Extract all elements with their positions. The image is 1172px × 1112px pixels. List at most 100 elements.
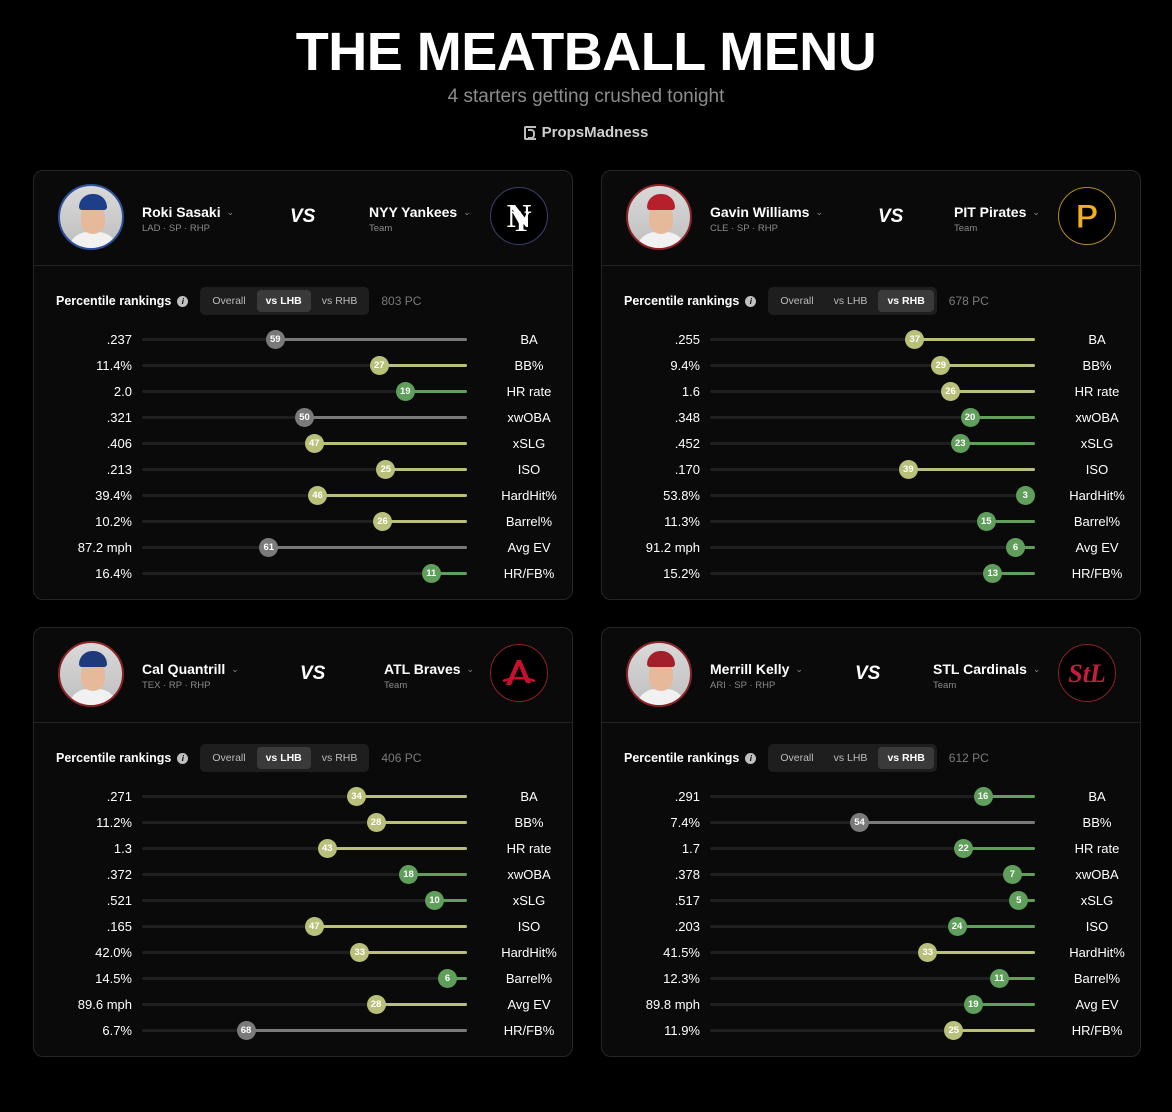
tab-vs-lhb[interactable]: vs LHB <box>256 747 311 769</box>
percentile-section: Percentile rankings i Overall vs LHB vs RH… <box>34 744 572 1044</box>
propsmadness-logo-icon <box>523 125 536 140</box>
percentile-knob: 11 <box>989 969 1009 988</box>
chevron-down-icon: ⌄ <box>226 206 235 217</box>
percentile-knob: 28 <box>366 813 386 832</box>
percentile-fill <box>359 951 467 954</box>
percentile-knob: 33 <box>350 943 370 962</box>
team-selector[interactable]: NYY Yankees ⌄ <box>369 204 471 220</box>
percentile-fill <box>268 546 467 549</box>
avatar <box>626 641 692 707</box>
pitcher-selector[interactable]: Gavin Williams ⌄ <box>710 204 823 220</box>
percentile-track: 22 <box>710 839 1035 858</box>
stat-label: xSLG <box>1080 893 1114 908</box>
chevron-down-icon: ⌄ <box>466 663 475 674</box>
info-icon[interactable]: i <box>745 295 757 307</box>
percentile-track: 3 <box>710 486 1035 505</box>
matchup-header: Cal Quantrill ⌄ TEX · RP · RHP VS ATL Br… <box>34 628 572 723</box>
info-icon[interactable]: i <box>745 752 757 764</box>
tab-overall[interactable]: Overall <box>212 752 246 764</box>
tab-overall[interactable]: Overall <box>212 295 246 307</box>
team-selector[interactable]: ATL Braves ⌄ <box>384 661 474 677</box>
percentile-knob: 10 <box>425 891 444 910</box>
tab-vs-rhb[interactable]: vs RHB <box>878 747 934 769</box>
stat-label: HardHit% <box>1069 945 1125 960</box>
pitcher-selector[interactable]: Cal Quantrill ⌄ <box>142 661 239 677</box>
tab-overall[interactable]: Overall <box>780 752 814 764</box>
stat-label: HR/FB% <box>1071 1023 1123 1038</box>
stat-label: xSLG <box>1080 436 1114 451</box>
tab-overall[interactable]: Overall <box>780 295 814 307</box>
pitch-count: 612 PC <box>948 751 989 765</box>
tab-vs-lhb[interactable]: vs LHB <box>256 290 311 312</box>
percentile-fill <box>376 821 467 824</box>
percentile-track: 13 <box>710 564 1035 583</box>
stat-label: HR/FB% <box>503 566 555 581</box>
stat-label: HR rate <box>506 841 552 856</box>
percentile-section: Percentile rankings i Overall vs LHB vs RH… <box>602 287 1140 587</box>
pitcher-selector[interactable]: Roki Sasaki ⌄ <box>142 204 234 220</box>
stat-row: .517 5 xSLG <box>624 888 1118 914</box>
tab-vs-rhb[interactable]: vs RHB <box>878 290 934 312</box>
matchup-header: Gavin Williams ⌄ CLE · SP · RHP VS PIT P… <box>602 171 1140 266</box>
stat-label: Avg EV <box>1075 540 1119 555</box>
percentile-fill <box>859 821 1035 824</box>
stat-value: 89.6 mph <box>77 997 132 1012</box>
percentile-knob: 19 <box>395 382 415 401</box>
pitcher-selector[interactable]: Merrill Kelly ⌄ <box>710 661 803 677</box>
percentile-knob: 11 <box>421 564 441 583</box>
chevron-down-icon: ⌄ <box>795 663 803 674</box>
percentile-track: 5 <box>710 891 1035 910</box>
stat-row: 41.5% 33 HardHit% <box>624 940 1125 966</box>
svg-text:P: P <box>1076 198 1099 236</box>
stat-label: xSLG <box>512 893 546 908</box>
stat-label: Barrel% <box>505 514 553 529</box>
percentile-knob: 6 <box>438 969 457 988</box>
stat-label: BB% <box>514 815 544 830</box>
stat-label: xwOBA <box>1075 410 1119 425</box>
stat-list: .255 37 BA 9.4% 29 BB% 1.6 26 <box>624 327 1125 587</box>
stat-value: 11.3% <box>664 514 700 529</box>
percentile-knob: 68 <box>236 1021 256 1040</box>
page-header: THE MEATBALL MENU 4 starters getting cru… <box>0 0 1172 141</box>
stat-value: .521 <box>106 893 132 908</box>
stat-value: 1.6 <box>681 384 700 399</box>
team-selector[interactable]: STL Cardinals ⌄ <box>933 661 1040 677</box>
stat-row: 6.7% 68 HR/FB% <box>56 1018 554 1044</box>
vs-label: VS <box>300 663 326 684</box>
stat-row: .372 18 xwOBA <box>56 862 551 888</box>
tab-vs-rhb[interactable]: vs RHB <box>321 295 358 307</box>
percentile-track: 24 <box>710 917 1035 936</box>
stat-list: .271 34 BA 11.2% 28 BB% 1.3 43 <box>56 784 557 1044</box>
matchup-card: Roki Sasaki ⌄ LAD · SP · RHP VS NYY Yank… <box>33 170 573 600</box>
percentile-knob: 23 <box>950 434 970 453</box>
stat-row: .378 7 xwOBA <box>624 862 1119 888</box>
percentile-knob: 26 <box>941 382 960 401</box>
percentile-knob: 22 <box>954 839 973 858</box>
stat-row: 16.4% 11 HR/FB% <box>56 561 554 587</box>
percentile-track: 29 <box>710 356 1035 375</box>
percentile-knob: 43 <box>317 839 337 858</box>
team-selector[interactable]: PIT Pirates ⌄ <box>954 204 1040 220</box>
stat-row: 12.3% 11 Barrel% <box>624 966 1120 992</box>
stat-label: BB% <box>1082 815 1112 830</box>
stat-row: 1.6 26 HR rate <box>624 379 1119 405</box>
stat-value: 2.0 <box>113 384 132 399</box>
stat-row: .165 47 ISO <box>56 914 550 940</box>
tab-vs-lhb[interactable]: vs LHB <box>833 295 868 307</box>
stat-row: .321 50 xwOBA <box>56 405 551 431</box>
percentile-knob: 15 <box>976 512 996 531</box>
percentile-fill <box>317 494 467 497</box>
percentile-knob: 19 <box>963 995 983 1014</box>
braves-logo-icon <box>490 644 548 702</box>
page-subtitle: 4 starters getting crushed tonight <box>447 86 725 107</box>
tab-vs-lhb[interactable]: vs LHB <box>833 752 868 764</box>
info-icon[interactable]: i <box>177 752 189 764</box>
percentile-track: 54 <box>710 813 1035 832</box>
tab-vs-rhb[interactable]: vs RHB <box>321 752 358 764</box>
info-icon[interactable]: i <box>177 295 189 307</box>
split-tabs: Overall vs LHB vs RHB <box>768 287 937 315</box>
svg-text:Y: Y <box>510 205 532 236</box>
percentile-track: 25 <box>710 1021 1035 1040</box>
team-name: ATL Braves <box>384 661 461 677</box>
